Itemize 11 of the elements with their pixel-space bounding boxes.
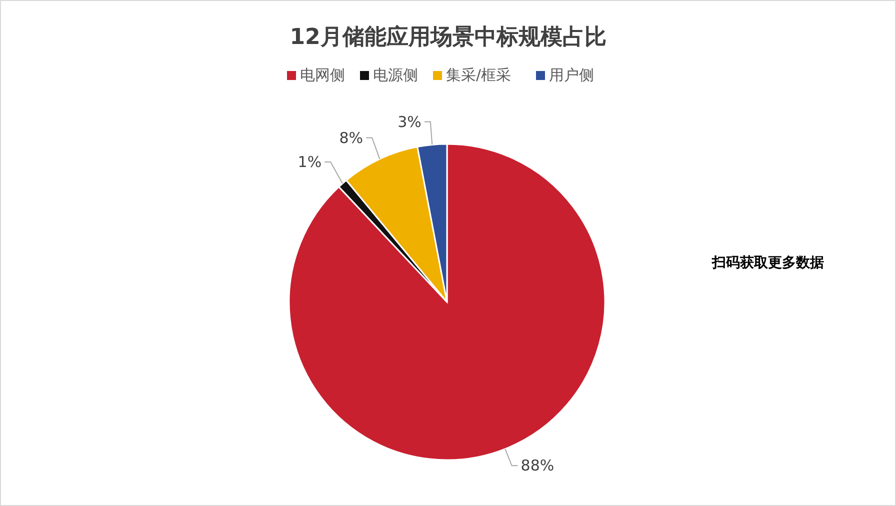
data-label: 8% (339, 128, 364, 147)
data-label: 1% (298, 152, 322, 171)
legend-label: 电网侧 (300, 66, 345, 84)
legend-label: 集采/框采 (446, 66, 512, 84)
chart-title: 12月储能应用场景中标规模占比 (290, 24, 606, 50)
data-label: 3% (398, 112, 422, 131)
legend-label: 用户侧 (549, 66, 594, 84)
pie-slice (288, 143, 606, 461)
text: 扫码获取更多数据 (711, 255, 824, 271)
legend-label: 电源侧 (373, 66, 418, 84)
data-label: 88% (520, 456, 554, 475)
